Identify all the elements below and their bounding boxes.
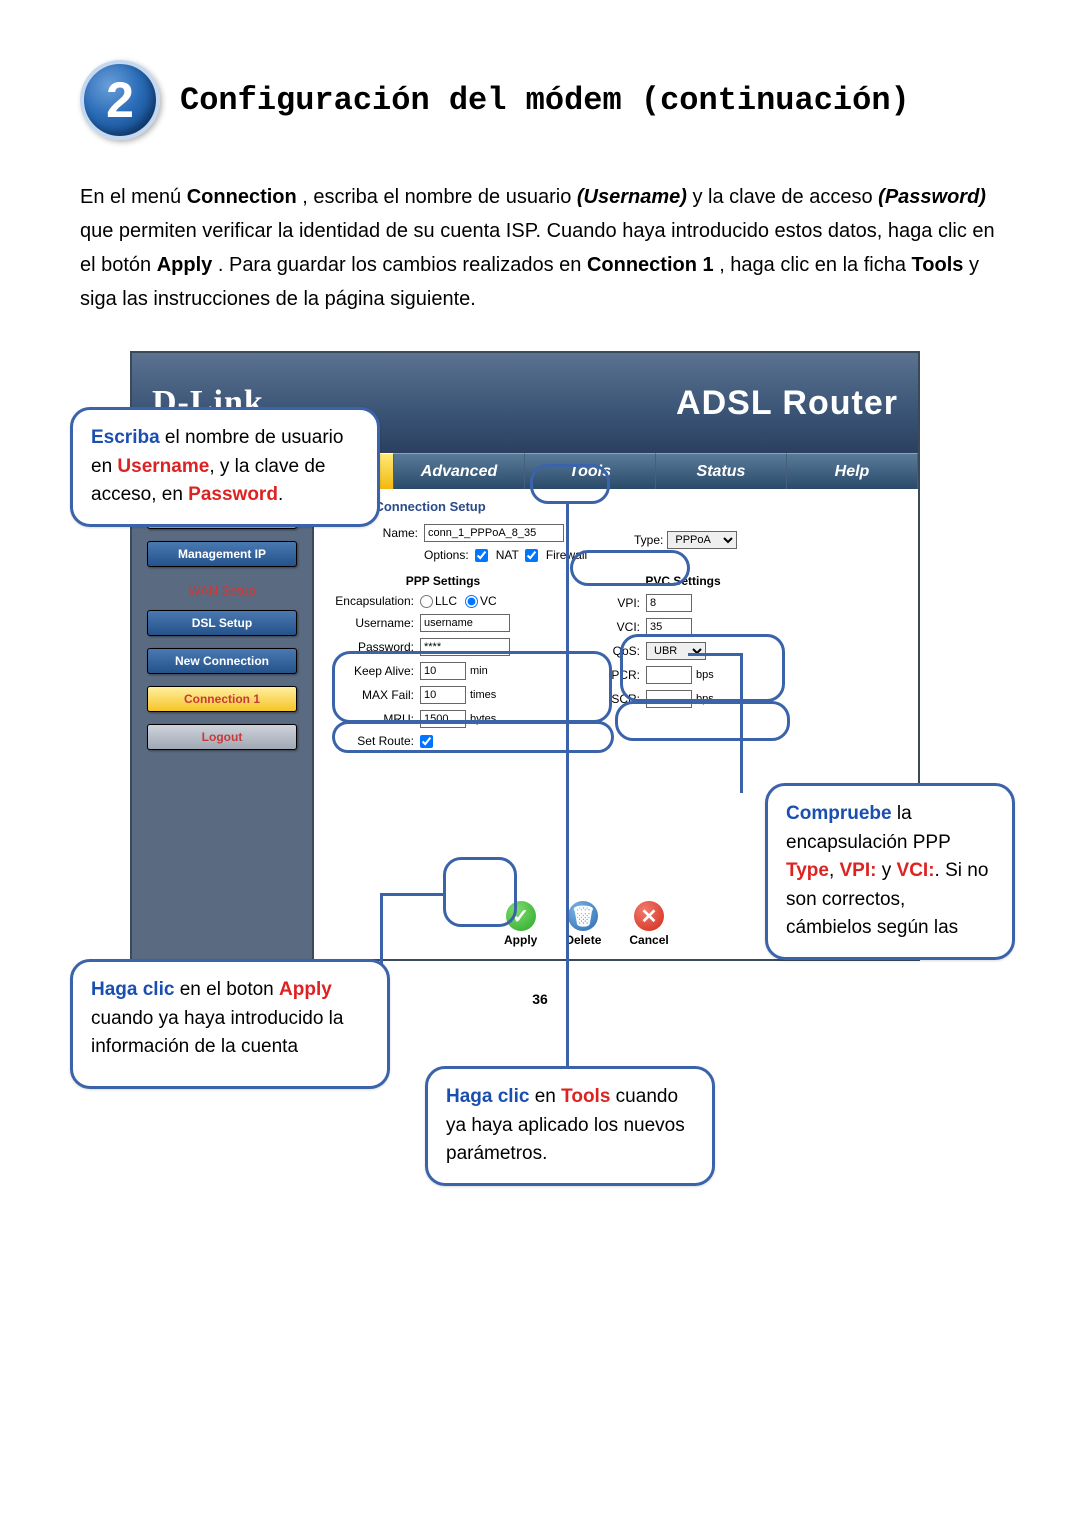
intro-bold-tools: Tools — [912, 254, 964, 276]
co-username-red: Username — [117, 456, 209, 477]
options-label: Options: — [424, 548, 469, 562]
co-password-red: Password — [188, 484, 278, 505]
intro-text: , haga clic en la ficha — [719, 254, 911, 276]
apply-label: Apply — [504, 933, 537, 947]
co-apply-blue: Haga clic — [91, 979, 174, 1000]
vpi-label: VPI: — [598, 596, 640, 610]
co-tools-red: Tools — [561, 1086, 610, 1107]
sidebar-mgmt-ip[interactable]: Management IP — [147, 541, 297, 567]
co-text: cuando ya haya introducido la informació… — [91, 1008, 343, 1058]
sidebar: DHCP Configuration Management IP WAN Set… — [132, 489, 312, 959]
opt-nat: NAT — [496, 548, 519, 562]
cancel-button[interactable]: ✕ Cancel — [629, 901, 668, 947]
sidebar-connection-1[interactable]: Connection 1 — [147, 686, 297, 712]
co-apply-red: Apply — [279, 979, 332, 1000]
action-row: ✓Apply 🗑Delete ✕Cancel — [504, 901, 669, 947]
username-input[interactable] — [420, 614, 510, 632]
intro-paragraph: En el menú Connection , escriba el nombr… — [80, 180, 1000, 316]
co-text: , — [829, 860, 840, 881]
firewall-checkbox[interactable] — [525, 549, 538, 562]
ring-apply-button — [443, 857, 517, 927]
name-label: Name: — [328, 526, 418, 540]
intro-bold-conn1: Connection 1 — [587, 254, 714, 276]
sidebar-new-connection[interactable]: New Connection — [147, 648, 297, 674]
co-tools-blue: Haga clic — [446, 1086, 529, 1107]
intro-text: En el menú — [80, 186, 187, 208]
vci-label: VCI: — [598, 620, 640, 634]
nat-checkbox[interactable] — [475, 549, 488, 562]
co-check-blue: Compruebe — [786, 803, 892, 824]
delete-button[interactable]: 🗑 Delete — [565, 901, 601, 947]
figure-area: D-Link ADSL Router Home Setup Advanced T… — [80, 351, 1000, 961]
co-check-vpi: VPI: — [840, 860, 877, 881]
router-title: ADSL Router — [676, 384, 898, 423]
page-title: Configuración del módem (continuación) — [180, 82, 910, 119]
co-text: y — [876, 860, 896, 881]
encap-llc: LLC — [435, 594, 457, 608]
ring-pvc-vpi-vci — [620, 634, 785, 702]
co-username-escriba: Escriba — [91, 427, 160, 448]
intro-italic-username: (Username) — [577, 186, 687, 208]
cancel-label: Cancel — [629, 933, 668, 947]
ring-keepalive — [332, 721, 614, 753]
encap-vc-radio[interactable] — [465, 595, 478, 608]
encap-vc: VC — [480, 594, 497, 608]
encap-label: Encapsulation: — [328, 594, 414, 608]
ring-pvc-qos — [615, 701, 790, 741]
callout-tools: Haga clic en Tools cuando ya haya aplica… — [425, 1066, 715, 1186]
delete-label: Delete — [565, 933, 601, 947]
co-text: en — [529, 1086, 561, 1107]
name-input[interactable] — [424, 524, 564, 542]
co-text: . — [278, 484, 283, 505]
intro-text: y la clave de acceso — [693, 186, 879, 208]
intro-italic-password: (Password) — [878, 186, 986, 208]
co-text: en el boton — [174, 979, 279, 1000]
row-name: Name: — [328, 524, 904, 542]
callout-username: Escriba el nombre de usuario en Username… — [70, 407, 380, 527]
tab-status[interactable]: Status — [656, 453, 787, 489]
callout-check: Compruebe la encapsulación PPP Type, VPI… — [765, 783, 1015, 960]
connector-tools — [566, 501, 569, 1091]
co-check-type: Type — [786, 860, 829, 881]
ppp-header: PPP Settings — [328, 574, 558, 588]
trash-icon: 🗑 — [568, 901, 598, 931]
row-type: Type: PPPoA — [634, 531, 737, 549]
sidebar-wan-setup: WAN Setup — [188, 583, 255, 598]
vpi-input[interactable] — [646, 594, 692, 612]
ring-type — [570, 550, 690, 586]
section-title: PPPoA Connection Setup — [328, 499, 904, 514]
co-check-vci: VCI: — [897, 860, 935, 881]
intro-bold-connection: Connection — [187, 186, 297, 208]
ring-username-password — [332, 651, 612, 723]
username-label: Username: — [328, 616, 414, 630]
intro-text: , escriba el nombre de usuario — [302, 186, 577, 208]
type-select[interactable]: PPPoA — [667, 531, 737, 549]
intro-bold-apply: Apply — [157, 254, 213, 276]
sidebar-dsl-setup[interactable]: DSL Setup — [147, 610, 297, 636]
encap-llc-radio[interactable] — [420, 595, 433, 608]
x-icon: ✕ — [634, 901, 664, 931]
page-header: 2 Configuración del módem (continuación) — [80, 60, 1000, 140]
tab-advanced[interactable]: Advanced — [394, 453, 525, 489]
tab-help[interactable]: Help — [787, 453, 918, 489]
callout-apply: Haga clic en el boton Apply cuando ya ha… — [70, 959, 390, 1089]
sidebar-logout[interactable]: Logout — [147, 724, 297, 750]
connector-apply — [380, 893, 446, 896]
row-encap: Encapsulation: LLC VC — [328, 594, 558, 608]
type-label: Type: — [634, 533, 663, 547]
step-badge: 2 — [80, 60, 160, 140]
intro-text: . Para guardar los cambios realizados en — [218, 254, 587, 276]
ring-tools — [530, 464, 610, 504]
